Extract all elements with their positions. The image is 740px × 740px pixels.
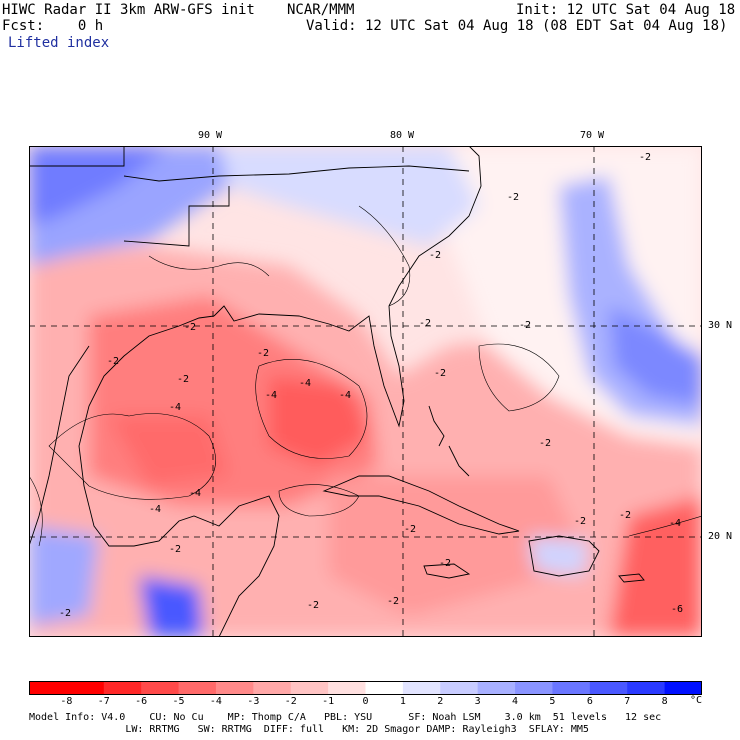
map-frame xyxy=(29,146,702,637)
contour-label: -4 xyxy=(669,518,681,529)
colorbar-tick-label: 4 xyxy=(512,696,519,707)
colorbar-tick-label: -1 xyxy=(322,696,335,707)
colorbar-tick-label: 6 xyxy=(586,696,593,707)
colorbar-block xyxy=(477,681,516,695)
contour-label: -2 xyxy=(169,544,181,555)
contour-label: -4 xyxy=(299,378,311,389)
contour-label: -6 xyxy=(671,604,683,615)
lifted-index-map: -2 -2 -2 -2 -2 -2 -4 -4 -4 -4 -4 -4 -2 -… xyxy=(29,146,702,637)
contour-label: -2 xyxy=(434,368,446,379)
contour-label: -2 xyxy=(387,596,399,607)
contour-label: -2 xyxy=(404,524,416,535)
colorbar-tick-label: -7 xyxy=(97,696,110,707)
contour-labels: -2 -2 -2 -2 -2 -2 -4 -4 -4 -4 -4 -4 -2 -… xyxy=(59,152,683,619)
lon-label-80w: 80 W xyxy=(390,130,415,141)
colorbar-tick-label: 8 xyxy=(661,696,668,707)
colorbar-tick-label: -3 xyxy=(247,696,260,707)
colorbar-tick-label: 3 xyxy=(474,696,481,707)
contour-label: -2 xyxy=(184,322,196,333)
colorbar-tick-label: 1 xyxy=(399,696,406,707)
contour-label: -4 xyxy=(149,504,161,515)
organization: NCAR/MMM xyxy=(287,2,355,18)
colorbar-block xyxy=(515,681,553,695)
contour-label: -4 xyxy=(189,488,201,499)
contour-label: -2 xyxy=(574,516,586,527)
colorbar-tick-label: -6 xyxy=(135,696,148,707)
colorbar-block xyxy=(253,681,292,695)
contour-label: -4 xyxy=(169,402,181,413)
lat-label-30n: 30 N xyxy=(708,320,733,331)
colorbar-block xyxy=(328,681,366,695)
colorbar-block xyxy=(178,681,217,695)
contours xyxy=(29,205,702,547)
contour-label: -2 xyxy=(307,600,319,611)
colorbar-tick-label: 2 xyxy=(437,696,444,707)
colorbar-tick-label: 7 xyxy=(624,696,631,707)
contour-label: -2 xyxy=(507,192,519,203)
contour-label: -2 xyxy=(639,152,651,163)
colorbar-tick-label: 0 xyxy=(362,696,369,707)
colorbar-block xyxy=(103,681,142,695)
colorbar-tick-label: -4 xyxy=(209,696,222,707)
colorbar-block xyxy=(290,681,329,695)
colorbar-block xyxy=(664,681,702,695)
model-info-line2: LW: RRTMG SW: RRTMG DIFF: full KM: 2D Sm… xyxy=(29,724,589,735)
contour-label: -2 xyxy=(177,374,189,385)
colorbar-block xyxy=(402,681,441,695)
contour-label: -2 xyxy=(107,356,119,367)
colorbar-tick-label: 5 xyxy=(549,696,556,707)
colorbar-tick-label: -5 xyxy=(172,696,185,707)
colorbar-block xyxy=(66,681,105,695)
model-title: HIWC Radar II 3km ARW-GFS init xyxy=(2,2,255,18)
forecast-hour: Fcst: 0 h xyxy=(2,18,104,34)
contour-label: -2 xyxy=(439,558,451,569)
lon-label-90w: 90 W xyxy=(198,130,223,141)
contour-label: -4 xyxy=(339,390,351,401)
colorbar-unit: °C xyxy=(690,695,703,706)
model-info-line1: Model Info: V4.0 CU: No Cu MP: Thomp C/A… xyxy=(29,712,662,723)
contour-label: -2 xyxy=(619,510,631,521)
lat-label-20n: 20 N xyxy=(708,531,733,542)
colorbar-tick-label: -2 xyxy=(284,696,297,707)
colorbar-block xyxy=(440,681,479,695)
contour-label: -2 xyxy=(419,318,431,329)
colorbar-block xyxy=(29,681,67,695)
colorbar-block xyxy=(552,681,591,695)
contour-label: -2 xyxy=(257,348,269,359)
valid-time: Valid: 12 UTC Sat 04 Aug 18 (08 EDT Sat … xyxy=(306,18,728,34)
contour-label: -2 xyxy=(539,438,551,449)
lon-label-70w: 70 W xyxy=(580,130,605,141)
colorbar-block xyxy=(627,681,666,695)
contour-label: -2 xyxy=(59,608,71,619)
contour-label: -4 xyxy=(265,390,277,401)
colorbar-block xyxy=(589,681,628,695)
field-name: Lifted index xyxy=(8,35,110,51)
colorbar-block xyxy=(215,681,254,695)
colorbar xyxy=(29,681,702,695)
colorbar-block xyxy=(365,681,404,695)
contour-label: -2 xyxy=(519,320,531,331)
init-time: Init: 12 UTC Sat 04 Aug 18 xyxy=(516,2,736,18)
colorbar-block xyxy=(141,681,180,695)
field-shading xyxy=(29,146,702,637)
colorbar-tick-label: -8 xyxy=(60,696,73,707)
contour-label: -2 xyxy=(429,250,441,261)
coastlines xyxy=(29,146,645,637)
